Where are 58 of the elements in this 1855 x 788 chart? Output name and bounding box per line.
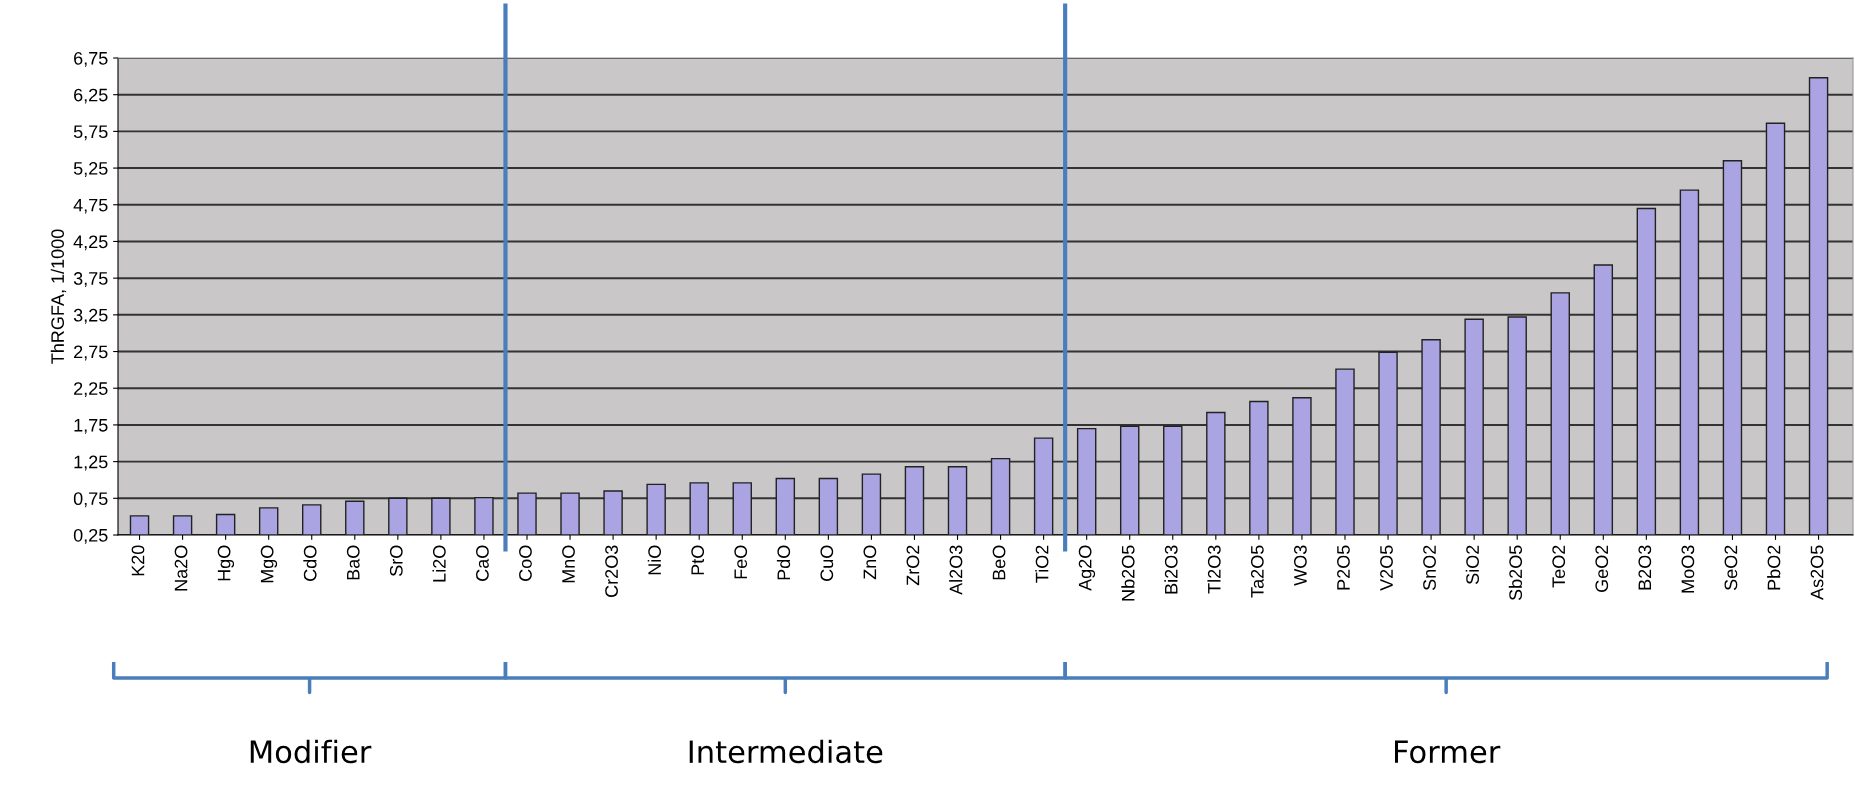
x-tick-label: As2O5 [1810, 545, 1824, 600]
x-tick-label: NiO [647, 545, 661, 575]
x-tick-label: PtO [691, 545, 705, 575]
x-tick-label: WO3 [1293, 545, 1307, 586]
y-tick-label: 4,25 [73, 235, 108, 251]
x-tick-label: Tl2O3 [1207, 545, 1221, 594]
y-tick-label: 6,25 [74, 88, 108, 104]
x-tick-label: BaO [346, 545, 360, 580]
x-tick-label: CoO [519, 545, 532, 581]
y-tick-label: 5,25 [73, 162, 108, 177]
x-tick-label: ZrO2 [906, 545, 920, 586]
x-tick-label: Al2O3 [949, 545, 963, 595]
x-tick-label: MnO [562, 545, 575, 583]
x-tick-label: CdO [303, 545, 317, 581]
x-tick-label: Nb2O5 [1121, 545, 1135, 601]
x-tick-label: Li2O [432, 545, 446, 582]
y-tick-label: 0,75 [73, 492, 108, 508]
y-tick-label: 1,75 [74, 419, 108, 434]
x-tick-label: HgO [217, 545, 235, 581]
x-tick-label: BeO [992, 545, 1006, 580]
x-tick-label: ZnO [863, 545, 877, 580]
x-tick-label: Sb2O5 [1508, 545, 1523, 601]
y-tick-label: 0,25 [73, 528, 108, 544]
x-tick-label: MgO [260, 545, 278, 583]
x-tick-label: K20 [131, 545, 145, 576]
x-tick-label: Na2O [174, 545, 188, 591]
x-tick-label: Bi2O3 [1164, 545, 1178, 594]
x-tick-label: GeO2 [1595, 545, 1609, 592]
x-tick-label: MoO3 [1681, 545, 1695, 593]
x-tick-label: Ta2O5 [1250, 545, 1264, 598]
y-tick-label: 3,25 [73, 308, 108, 324]
x-tick-label: SiO2 [1465, 545, 1479, 585]
text: Intermediate [689, 739, 883, 764]
y-tick-label: 3,75 [73, 272, 108, 288]
x-tick-label: SeO2 [1724, 545, 1738, 591]
y-tick-label: 4,75 [73, 198, 108, 214]
x-tick-label: B2O3 [1638, 545, 1652, 590]
x-tick-label: PbO2 [1767, 545, 1781, 590]
x-tick-label: CuO [820, 545, 834, 581]
x-tick-label: Cr2O3 [605, 545, 618, 597]
text: Modifier [250, 739, 372, 764]
x-tick-label: V2O5 [1380, 545, 1393, 591]
y-tick-label: 5,75 [73, 125, 108, 141]
x-tick-label: TeO2 [1552, 545, 1566, 588]
y-tick-label: 2,25 [74, 382, 108, 398]
y-tick-label: 2,75 [74, 345, 108, 361]
x-tick-label: SrO [389, 545, 403, 576]
x-tick-label: P2O5 [1337, 545, 1350, 590]
text: Former [1395, 740, 1501, 764]
x-tick-label: Ag2O [1078, 545, 1096, 591]
x-tick-label: FeO [734, 545, 748, 579]
y-axis-title: ThRGFA, 1/1000 [50, 229, 67, 364]
y-tick-label: 6,75 [74, 51, 108, 67]
y-tick-label: 1,25 [74, 455, 108, 471]
x-tick-label: PdO [776, 545, 791, 580]
x-tick-label: TiO2 [1035, 545, 1049, 583]
x-tick-label: CaO [476, 545, 489, 581]
x-tick-label: SnO2 [1423, 545, 1436, 591]
